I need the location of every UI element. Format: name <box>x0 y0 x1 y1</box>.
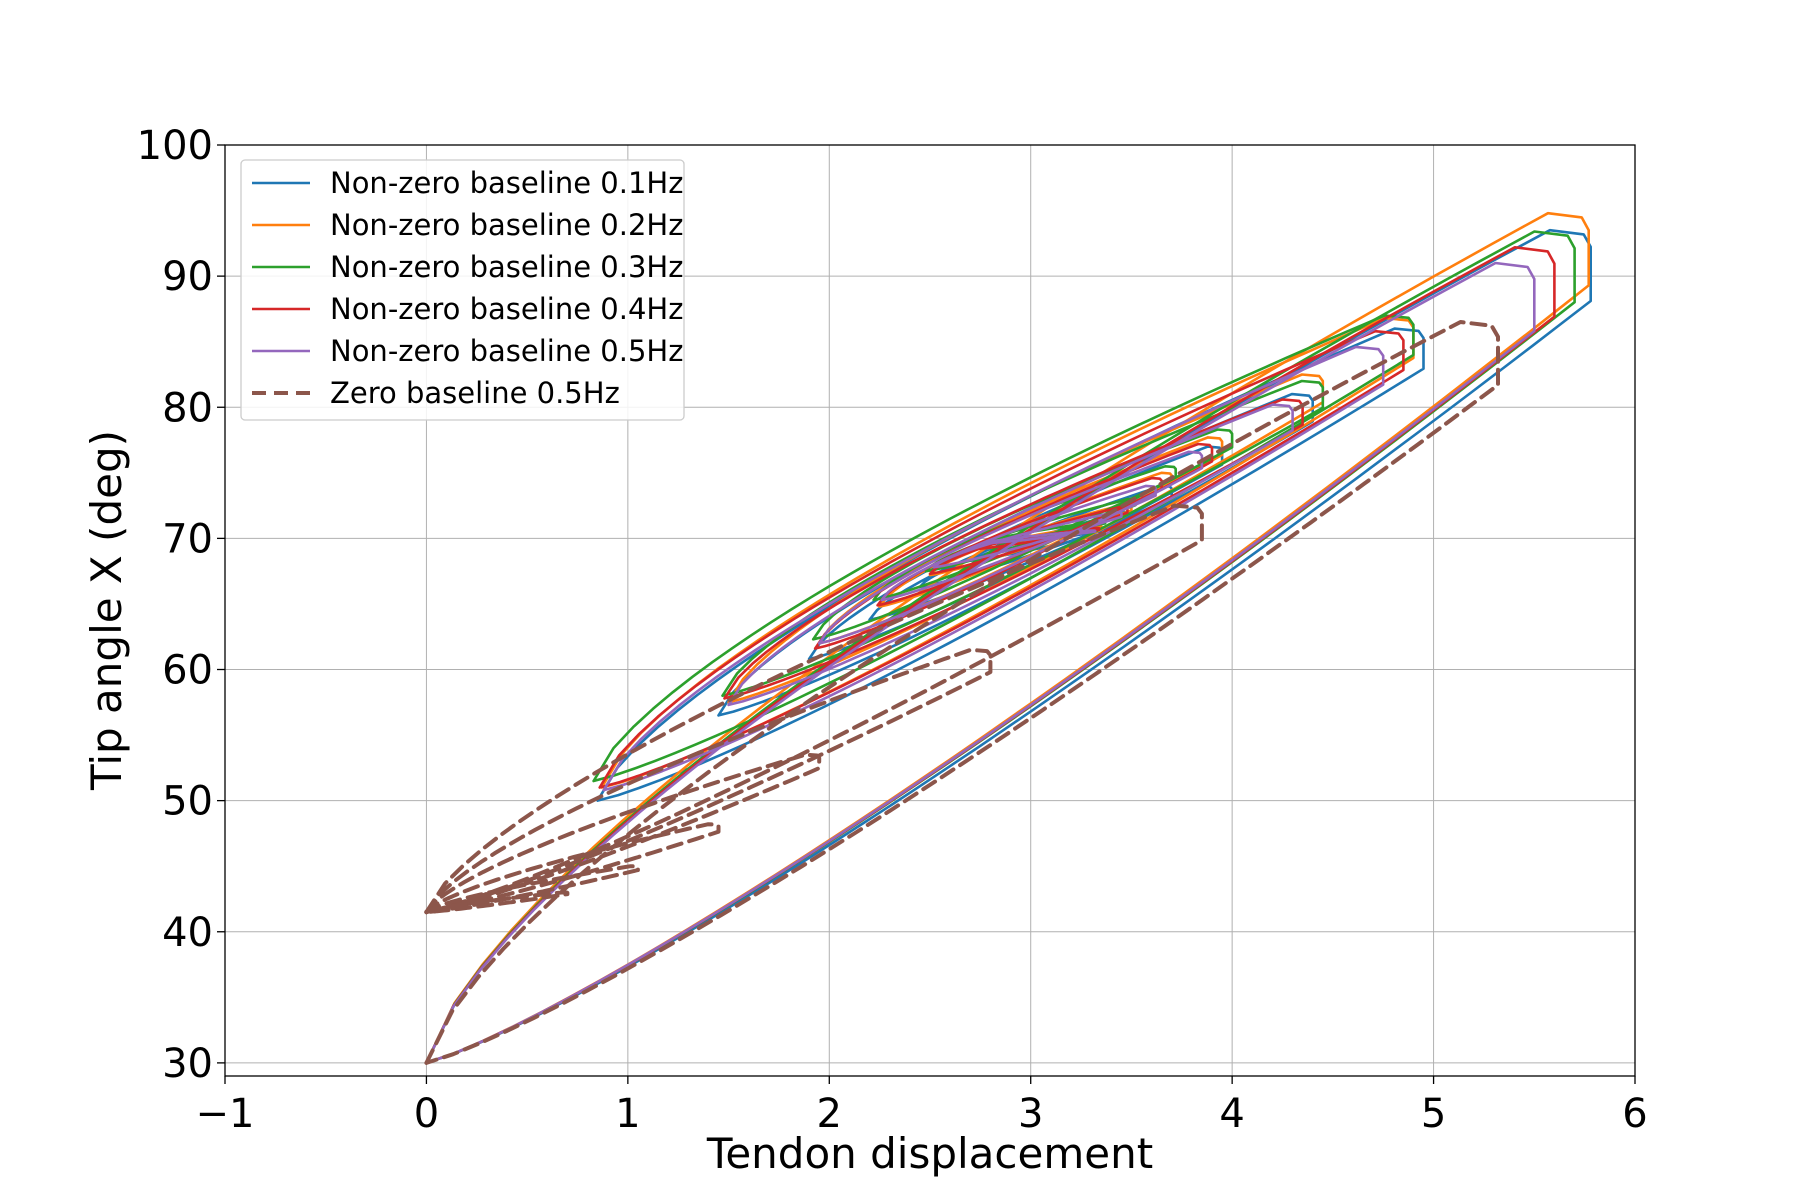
legend-label: Non-zero baseline 0.5Hz <box>330 334 683 368</box>
series-6-loop-3 <box>424 647 993 915</box>
series-5-loop-7 <box>981 529 1097 545</box>
x-tick-label: −1 <box>196 1091 255 1137</box>
series-6-loop-2 <box>424 503 1204 915</box>
grid <box>224 144 1636 1076</box>
legend-label: Non-zero baseline 0.4Hz <box>330 292 683 326</box>
x-tick-label: 1 <box>615 1091 640 1137</box>
x-tick-label: 4 <box>1219 1091 1244 1137</box>
legend-entries: Non-zero baseline 0.1Hz Non-zero baseline… <box>252 166 683 410</box>
axes-frame <box>224 144 1636 1077</box>
y-tick-label: 80 <box>162 385 213 431</box>
series-3-loop-3 <box>721 379 1325 697</box>
x-tick-label: 5 <box>1421 1091 1446 1137</box>
series-5-loop-2 <box>602 345 1385 792</box>
legend-label: Non-zero baseline 0.2Hz <box>330 208 683 242</box>
legend-label: Zero baseline 0.5Hz <box>330 376 620 410</box>
y-tick-label: 40 <box>162 910 213 956</box>
y-tick-label: 100 <box>137 123 213 169</box>
tick-labels: −1 0 1 2 3 4 5 6 30 40 50 60 70 80 90 100 <box>137 123 1648 1137</box>
x-tick-label: 6 <box>1622 1091 1647 1137</box>
legend-box <box>240 159 685 421</box>
y-tick-label: 60 <box>162 648 213 694</box>
series-6-loop-5 <box>424 822 721 915</box>
series-6-loop-4 <box>424 752 822 915</box>
series-5-loop-1 <box>425 261 1536 1065</box>
series-3-loop-2 <box>592 314 1415 783</box>
legend-label: Non-zero baseline 0.1Hz <box>330 166 683 200</box>
y-tick-label: 70 <box>162 516 213 562</box>
series-4-loop-2 <box>598 329 1405 789</box>
y-tick-label: 90 <box>162 254 213 300</box>
x-tick-label: 3 <box>1018 1091 1043 1137</box>
y-tick-label: 30 <box>162 1041 213 1087</box>
y-tick-label: 50 <box>162 779 213 825</box>
legend: Non-zero baseline 0.1Hz Non-zero baseline… <box>240 159 685 421</box>
x-axis-label: Tendon displacement <box>706 1129 1153 1178</box>
series-6-loop-7 <box>424 890 570 915</box>
series-6-loop-1 <box>424 320 1500 1065</box>
x-tick-label: 0 <box>414 1091 439 1137</box>
series-4-loop-3 <box>723 398 1304 700</box>
legend-label: Non-zero baseline 0.3Hz <box>330 250 683 284</box>
series-6 <box>424 320 1500 1065</box>
x-tick-label: 2 <box>817 1091 842 1137</box>
series-5-loop-4 <box>817 450 1204 645</box>
plot-lines <box>424 211 1592 1065</box>
ticks <box>217 144 1636 1084</box>
y-axis-label: Tip angle X (deg) <box>82 430 131 791</box>
